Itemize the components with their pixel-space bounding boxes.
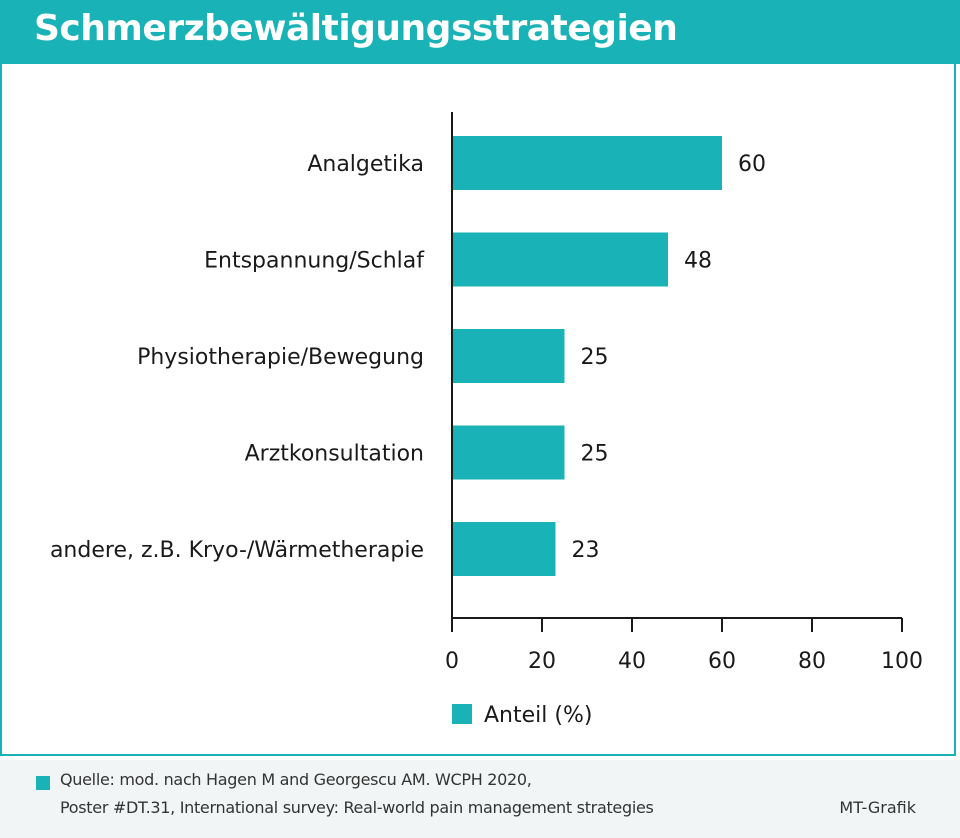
chart-frame <box>0 64 956 756</box>
value-label-2: 25 <box>581 345 609 370</box>
x-tick-label-2: 40 <box>618 649 646 674</box>
value-label-1: 48 <box>684 249 712 274</box>
legend-swatch <box>452 704 472 724</box>
bar-1 <box>452 232 668 287</box>
bar-chart: Analgetika 60 Entspannung/Schlaf 48 Physioth… <box>50 112 923 728</box>
header-bar: Schmerzbewältigungsstrategien <box>0 0 960 64</box>
bar-4 <box>452 522 556 576</box>
source-line-1: Quelle: mod. nach Hagen M and Georgescu … <box>60 770 532 789</box>
x-tick-label-1: 20 <box>528 649 556 674</box>
category-label-0: Analgetika <box>307 152 424 177</box>
category-label-4: andere, z.B. Kryo-/Wärmetherapie <box>50 538 424 563</box>
x-tick-label-0: 0 <box>445 649 459 674</box>
category-label-1: Entspannung/Schlaf <box>204 249 425 274</box>
value-label-4: 23 <box>572 538 600 563</box>
source-marker-icon <box>36 776 50 790</box>
x-tick-label-5: 100 <box>881 649 923 674</box>
bar-0 <box>452 136 722 190</box>
x-tick-label-4: 80 <box>798 649 826 674</box>
x-tick-label-3: 60 <box>708 649 736 674</box>
chart-title: Schmerzbewältigungsstrategien <box>34 8 678 49</box>
value-label-3: 25 <box>581 442 609 467</box>
source-line-2: Poster #DT.31, International survey: Rea… <box>60 798 654 817</box>
graphic-credit: MT-Grafik <box>839 798 916 817</box>
bar-2 <box>452 329 565 383</box>
source-footer: Quelle: mod. nach Hagen M and Georgescu … <box>0 760 960 838</box>
legend-label: Anteil (%) <box>484 703 592 728</box>
category-label-3: Arztkonsultation <box>245 442 424 467</box>
category-label-2: Physiotherapie/Bewegung <box>137 345 424 370</box>
value-label-0: 60 <box>738 152 766 177</box>
bar-3 <box>452 425 565 480</box>
